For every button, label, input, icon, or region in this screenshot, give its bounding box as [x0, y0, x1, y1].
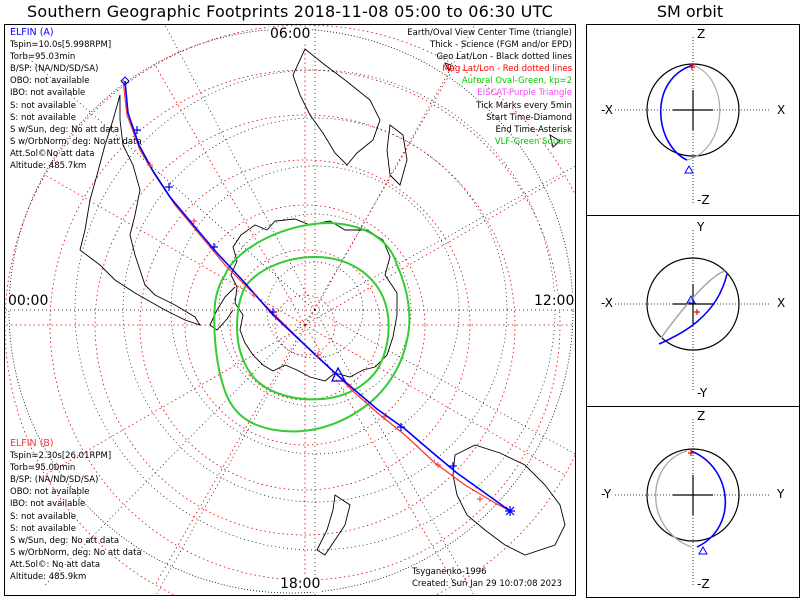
- sm-panel-yz: Z -Z -Y Y: [586, 406, 800, 598]
- sm-axis-bottom: -Z: [697, 577, 710, 591]
- elfin-a-track: [124, 80, 511, 512]
- elfin-b-line: IBO: not available: [10, 499, 86, 510]
- elfin-a-ticks: [133, 126, 457, 470]
- elfin-a-line: Att.Sol©No att data: [10, 148, 95, 159]
- antarctica-coast: [230, 218, 398, 382]
- sm-orbit-title: SM orbit: [656, 2, 724, 21]
- elfin-b-line: Att.Sol©: No att data: [10, 559, 101, 570]
- legend-item: Earth/Oval View Center Time (triangle): [407, 28, 572, 38]
- sm-axis-right: X: [777, 296, 786, 310]
- geo-lon-lines: [5, 25, 575, 595]
- auroral-oval: [213, 221, 411, 433]
- sm-axis-right: Y: [777, 487, 785, 501]
- south-america-coast: [79, 94, 202, 326]
- elfin-b-line: OBO: not available: [10, 487, 90, 498]
- map-legend: Earth/Oval View Center Time (triangle) T…: [407, 27, 572, 148]
- horizon-circle: [8, 28, 574, 594]
- antarctic-peninsula: [209, 286, 236, 331]
- auroral-oval-outer: [213, 221, 411, 433]
- sm-axis-top: Y: [697, 220, 705, 234]
- map-canvas: [5, 25, 575, 595]
- elfin-b-line: S: not available: [10, 511, 76, 522]
- sm-axis-bottom: -Y: [697, 386, 708, 400]
- elfin-b-line: Tspin=2.30s[26.01RPM]: [10, 451, 112, 462]
- elfin-a-name: ELFIN (A): [10, 27, 54, 38]
- elfin-a-line: Tspin=10.0s[5.998RPM]: [10, 40, 112, 51]
- elfin-a-line: B/SP: (NA/ND/SD/SA): [10, 64, 99, 75]
- hour-label-bottom: 18:00: [279, 576, 322, 592]
- coastlines: [79, 48, 566, 556]
- end-asterisk: [505, 506, 515, 516]
- elfin-b-name: ELFIN (B): [10, 438, 54, 449]
- elfin-b-line: S w/Sun, deg: No att data: [10, 535, 120, 546]
- elfin-a-line: IBO: not available: [10, 88, 86, 99]
- elfin-a-info: ELFIN (A) Tspin=10.0s[5.998RPM] Torb=95.…: [10, 27, 142, 172]
- new-zealand-coast: [316, 494, 351, 556]
- sm-panel-xy-plot: [615, 230, 771, 392]
- sm-axis-top: Z: [697, 409, 706, 423]
- hour-label-top: 06:00: [269, 26, 312, 42]
- elfin-b-line: B/SP: (NA/ND/SD/SA): [10, 475, 99, 486]
- elfin-a-line: Altitude: 485.7km: [10, 161, 87, 172]
- auroral-oval-inner: [235, 255, 390, 401]
- hour-label-left: 00:00: [7, 293, 50, 309]
- sm-axis-left: -X: [601, 296, 613, 310]
- elfin-b-orbit: [655, 450, 692, 548]
- elfin-a-line: S: not available: [10, 112, 76, 123]
- start-diamond: [120, 76, 130, 86]
- model-label: Tsyganenko-1996: [412, 567, 487, 577]
- sm-panel-xz: Z -Z -X X: [586, 24, 800, 216]
- elfin-b-ticks: [147, 162, 483, 502]
- legend-item: Auroral Oval-Green, kp=2: [461, 76, 572, 87]
- elfin-b-line: Altitude: 485.9km: [10, 572, 87, 583]
- legend-item: Thick - Science (FGM and/or EPD): [429, 40, 572, 51]
- elfin-b-info: ELFIN (B) Tspin=2.30s[26.01RPM] Torb=95.…: [10, 438, 142, 583]
- elfin-a-line: Torb=95.03min: [10, 52, 76, 63]
- page-title: Southern Geographic Footprints 2018-11-0…: [27, 2, 553, 21]
- africa-coast: [292, 48, 381, 166]
- elfin-b-orbit: [660, 270, 726, 339]
- legend-item: Start Time-Diamond: [486, 112, 572, 123]
- elfin-b-line: Torb=95.00min: [10, 463, 76, 474]
- elfin-a-line: S: not available: [10, 100, 76, 111]
- australia-coast: [452, 444, 566, 556]
- elfin-b-line: S: not available: [10, 523, 76, 534]
- island-coast: [549, 134, 561, 148]
- center-time-triangle: [330, 366, 347, 382]
- hour-label-right: 12:00: [533, 293, 575, 309]
- elfin-b-line: S w/OrbNorm, deg: No att data: [10, 547, 142, 558]
- legend-item: VLF-Green Square: [494, 136, 572, 147]
- legend-item: Tick Marks every 5min: [476, 100, 572, 111]
- sm-axis-bottom: -Z: [697, 193, 710, 207]
- madagascar-coast: [386, 124, 408, 186]
- elfin-a-orbit: [658, 273, 728, 345]
- created-label: Created: Sun Jan 29 10:07:08 2023: [412, 579, 562, 589]
- legend-item: End Time-Asterisk: [495, 124, 572, 135]
- sm-panel-xy: Y -Y -X X: [586, 215, 800, 407]
- legend-item: Geo Lat/Lon - Black dotted lines: [436, 52, 572, 63]
- sm-panel-yz-plot: [615, 419, 771, 585]
- sm-axis-left: -Y: [601, 487, 612, 501]
- sm-axis-left: -X: [601, 103, 613, 117]
- sm-panel-xz-plot: [615, 37, 771, 203]
- elfin-a-orbit: [690, 450, 727, 548]
- elfin-a-line: S w/Sun, deg: No att data: [10, 124, 120, 135]
- elfin-a-orbit: [660, 64, 694, 161]
- sm-axis-right: X: [777, 103, 786, 117]
- legend-item: Mag Lat/Lon - Red dotted lines: [442, 64, 572, 75]
- elfin-a-line: OBO: not available: [10, 76, 90, 87]
- legend-item: EISCAT-Purple Triangle: [477, 88, 572, 99]
- footprint-map: 06:00 00:00 12:00 18:00: [4, 24, 576, 596]
- sm-axis-top: Z: [697, 27, 706, 41]
- elfin-a-line: S w/OrbNorm, deg: No att data: [10, 136, 142, 147]
- island-coast: [444, 62, 452, 73]
- elfin-b-orbit: [686, 64, 721, 161]
